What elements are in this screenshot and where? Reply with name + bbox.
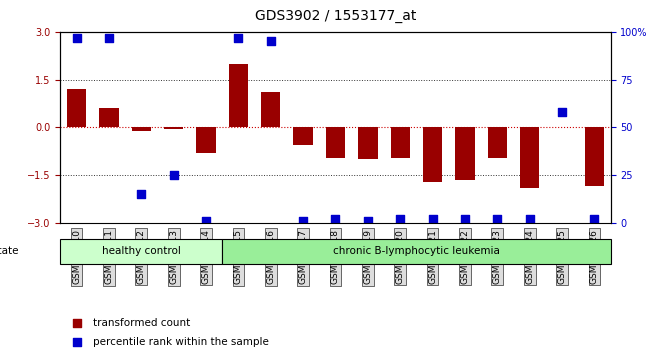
Text: GDS3902 / 1553177_at: GDS3902 / 1553177_at xyxy=(255,9,416,23)
Text: transformed count: transformed count xyxy=(93,318,191,329)
Bar xyxy=(197,127,216,153)
Bar xyxy=(391,127,410,158)
Point xyxy=(72,339,83,345)
Point xyxy=(460,216,470,222)
Text: percentile rank within the sample: percentile rank within the sample xyxy=(93,337,269,347)
Point xyxy=(362,218,373,224)
Point xyxy=(427,216,438,222)
Bar xyxy=(99,108,119,127)
Bar xyxy=(455,127,474,180)
Point xyxy=(524,216,535,222)
FancyBboxPatch shape xyxy=(60,239,222,264)
Bar xyxy=(358,127,378,159)
Point xyxy=(201,218,211,224)
Bar xyxy=(164,127,183,129)
Point xyxy=(330,216,341,222)
Bar xyxy=(423,127,442,182)
Bar xyxy=(229,64,248,127)
Text: healthy control: healthy control xyxy=(102,246,180,256)
Bar xyxy=(67,89,87,127)
Point xyxy=(492,216,503,222)
Point xyxy=(168,172,179,178)
Bar xyxy=(584,127,604,186)
Bar xyxy=(520,127,539,188)
Text: chronic B-lymphocytic leukemia: chronic B-lymphocytic leukemia xyxy=(333,246,500,256)
Point xyxy=(395,216,405,222)
Point xyxy=(72,321,83,326)
Bar xyxy=(488,127,507,158)
Bar xyxy=(326,127,345,158)
Point xyxy=(589,216,600,222)
Bar xyxy=(132,127,151,131)
Point xyxy=(298,218,309,224)
Point xyxy=(557,109,568,115)
Point xyxy=(266,39,276,44)
Point xyxy=(136,192,147,197)
Text: disease state: disease state xyxy=(0,246,18,256)
Bar xyxy=(261,92,280,127)
Point xyxy=(233,35,244,40)
Point xyxy=(103,35,114,40)
FancyBboxPatch shape xyxy=(222,239,611,264)
Point xyxy=(71,35,82,40)
Bar xyxy=(293,127,313,145)
